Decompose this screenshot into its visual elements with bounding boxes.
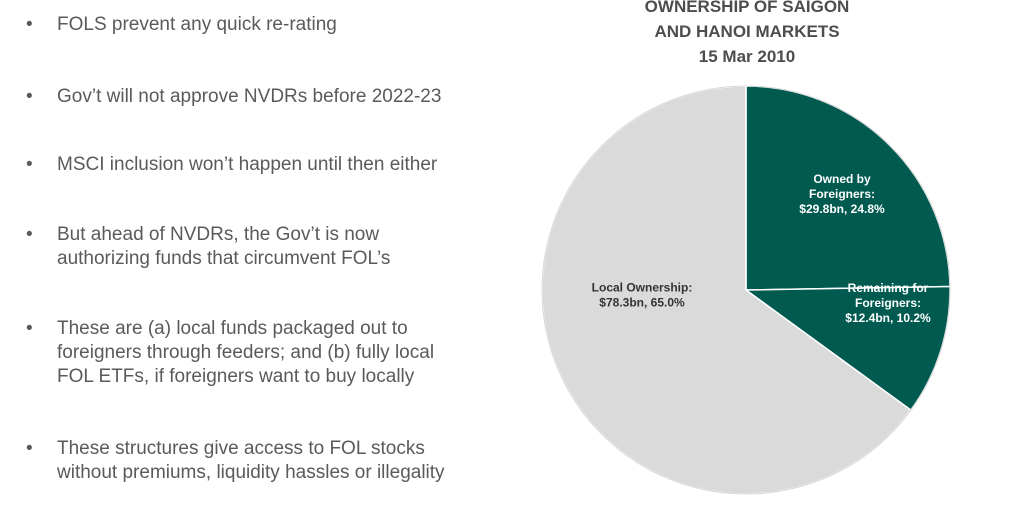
bullet-dot: • [26,86,33,107]
bullet-text: These are (a) local funds packaged out t… [57,318,435,387]
bullet-dot: • [26,154,33,175]
pie-label-line: Remaining for [848,281,929,295]
bullet-item: • FOLS prevent any quick re-rating [26,13,526,37]
pie-label-line: Foreigners: [855,296,921,310]
bullet-item: • These structures give access to FOL st… [26,437,526,485]
bullet-text: But ahead of NVDRs, the Gov’t is now aut… [57,224,391,269]
bullet-item: • MSCI inclusion won’t happen until then… [26,153,526,177]
bullet-text: FOLS prevent any quick re-rating [57,14,337,35]
pie-label-line: $29.8bn, 24.8% [799,202,885,216]
bullet-text: Gov’t will not approve NVDRs before 2022… [57,86,442,107]
chart-title: OWNERSHIP OF SAIGON AND HANOI MARKETS 15… [580,0,914,69]
pie-label-line: Local Ownership: [592,281,693,295]
bullet-item: • Gov’t will not approve NVDRs before 20… [26,85,526,109]
bullet-dot: • [26,224,33,245]
pie-outline [541,85,951,495]
chart-title-line: 15 Mar 2010 [698,47,796,66]
bullet-dot: • [26,14,33,35]
bullet-item: • But ahead of NVDRs, the Gov’t is now a… [26,223,526,271]
chart-title-line: OWNERSHIP OF SAIGON [644,0,850,16]
pie-label-line: Foreigners: [809,187,875,201]
bullet-dot: • [26,318,33,339]
pie-slice-label: Owned by Foreigners: $29.8bn, 24.8% [799,172,885,216]
bullet-text: These structures give access to FOL stoc… [57,438,445,483]
pie-slice-label: Remaining for Foreigners: $12.4bn, 10.2% [845,281,931,325]
pie-label-line: Owned by [813,172,871,186]
bullet-dot: • [26,438,33,459]
bullet-text: MSCI inclusion won’t happen until then e… [57,154,438,175]
bullet-item: • These are (a) local funds packaged out… [26,317,526,389]
chart-title-line: AND HANOI MARKETS [654,22,840,41]
pie-slice-label: Local Ownership: $78.3bn, 65.0% [592,281,693,310]
pie-label-line: $12.4bn, 10.2% [845,311,931,325]
pie-label-line: $78.3bn, 65.0% [599,296,685,310]
